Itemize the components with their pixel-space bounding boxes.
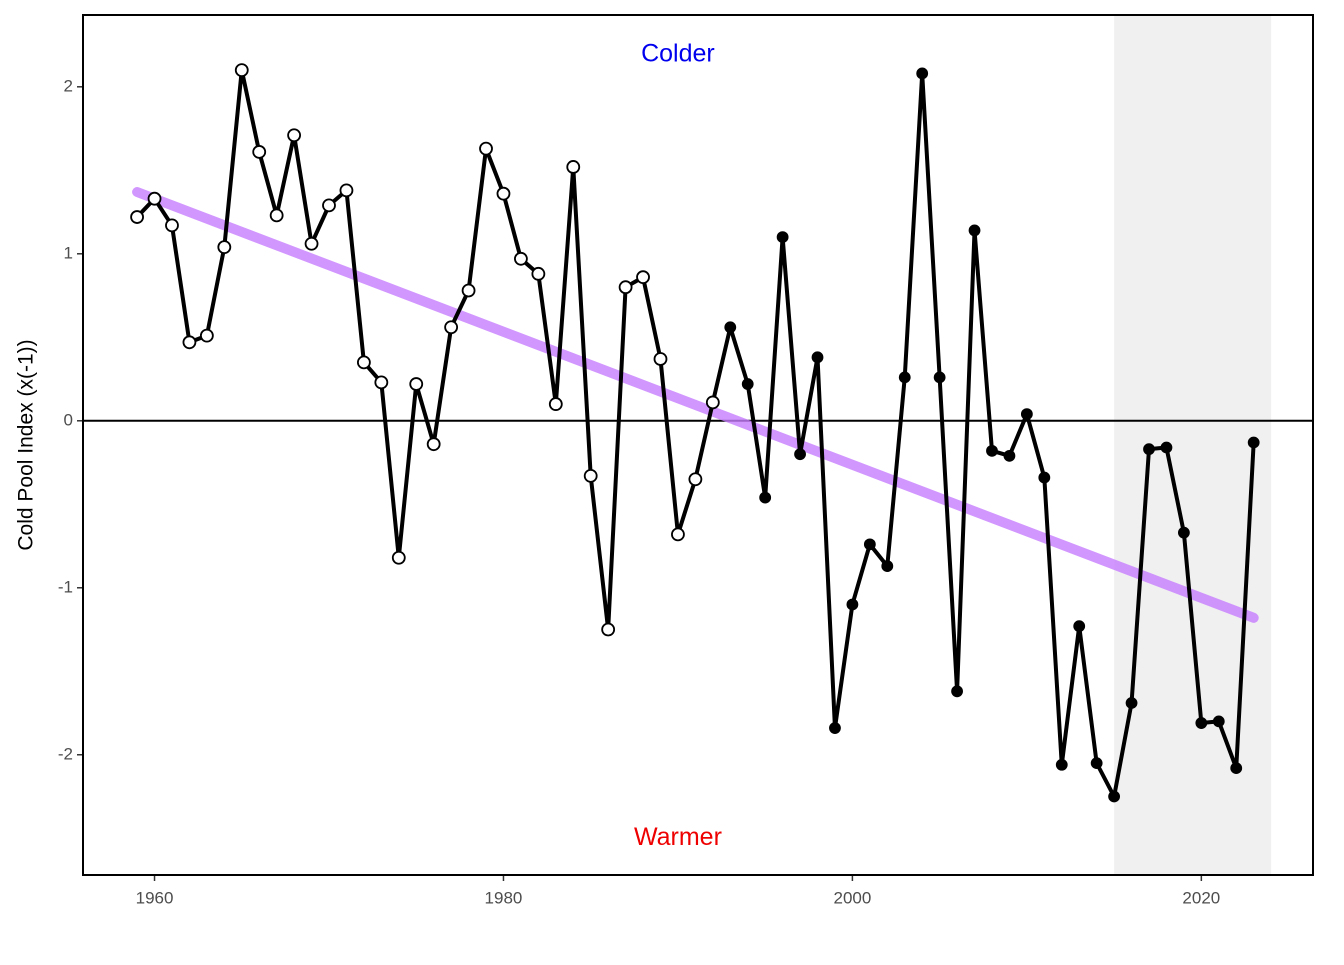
data-point [811,351,824,364]
data-point [601,622,616,637]
data-point [461,283,476,298]
data-point [514,251,528,266]
data-point [583,468,598,483]
data-point [671,527,685,542]
data-point [1108,790,1121,803]
data-point [863,538,876,551]
data-point [426,437,441,452]
data-point [1090,757,1103,770]
data-point [304,236,319,251]
data-point [444,320,459,335]
annotation: Colder [641,40,715,68]
data-point [1247,436,1260,449]
series-line [135,68,1256,799]
data-point [741,378,754,390]
data-point [968,224,981,237]
data-point [531,266,546,281]
y-tick-label: 2 [64,76,73,95]
x-tick-label: 2000 [833,888,871,907]
shaded-period [1114,15,1272,875]
data-point [705,395,720,410]
data-point [130,210,144,224]
data-point [653,352,668,366]
y-tick-label: 0 [64,410,73,429]
data-point [898,371,911,384]
x-tick-label: 2020 [1182,888,1220,907]
data-point [479,141,493,156]
y-tick-label: -2 [58,744,73,763]
data-point [182,335,197,350]
data-point [356,355,371,370]
data-point [1195,717,1208,729]
data-point [724,321,737,334]
data-point [217,240,232,255]
y-axis-label: Cold Pool Index (x(-1)) [15,339,38,550]
data-point [339,183,354,198]
data-point [391,550,406,565]
data-point [1143,443,1155,456]
data-point [199,328,214,343]
data-point [794,448,806,461]
data-point [234,63,249,78]
data-point [1003,449,1016,462]
annotation: Warmer [634,823,722,851]
data-point [636,270,650,285]
data-point [933,371,946,384]
data-point [916,67,929,80]
x-tick-label: 1960 [136,888,174,907]
data-point [688,472,703,487]
data-point [951,685,963,698]
data-point [1055,758,1068,771]
data-point [1038,471,1051,484]
trend-line [132,187,1259,623]
data-point [776,231,789,243]
data-point [374,375,389,390]
data-point [1160,441,1173,454]
x-tick-label: 1980 [485,888,523,907]
data-point [1073,620,1086,633]
data-point [846,598,859,611]
data-point [409,377,424,391]
data-point [322,198,336,213]
data-point [269,208,284,223]
data-point [986,444,998,457]
y-tick-label: -1 [58,577,73,596]
data-point [1020,408,1033,421]
data-point [165,218,179,233]
y-tick-label: 1 [64,243,73,262]
data-point [829,722,841,734]
data-point [1212,715,1225,728]
plot-border [82,14,1314,876]
data-point [252,145,267,159]
data-point [287,128,302,143]
data-point [1230,762,1243,775]
data-point [618,280,633,295]
data-point [1125,697,1138,709]
data-point [496,186,511,201]
data-point [548,397,563,411]
data-point [566,160,581,174]
data-point [1177,526,1190,539]
data-point [759,491,772,504]
data-point [881,560,894,572]
data-point [147,191,162,206]
